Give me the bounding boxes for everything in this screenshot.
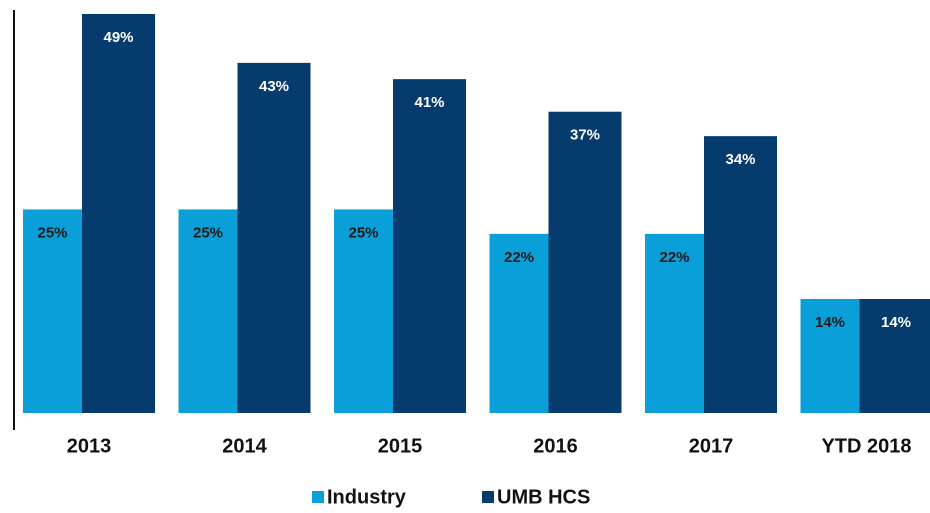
bar (178, 209, 238, 413)
bar (704, 136, 777, 413)
legend-swatch (482, 491, 494, 503)
value-label: 34% (725, 151, 755, 168)
bar (800, 299, 860, 413)
legend-label: UMB HCS (497, 486, 590, 508)
x-tick-label: 2014 (222, 435, 267, 457)
bar (82, 14, 155, 413)
legend-label: Industry (327, 486, 407, 508)
bar (859, 299, 930, 413)
bar (548, 111, 622, 413)
bar (645, 233, 704, 413)
value-label: 14% (815, 314, 845, 331)
value-label: 22% (659, 249, 689, 266)
value-label: 37% (570, 127, 600, 144)
x-tick-label: 2017 (689, 435, 734, 457)
value-label: 41% (414, 94, 444, 111)
x-tick-label: 2016 (533, 435, 578, 457)
value-label: 14% (881, 314, 911, 331)
value-label: 25% (37, 224, 67, 241)
value-label: 49% (103, 29, 133, 46)
bar (237, 62, 311, 413)
value-label: 22% (504, 249, 534, 266)
bar (334, 209, 393, 413)
bar (489, 233, 549, 413)
value-label: 25% (348, 224, 378, 241)
value-label: 25% (193, 224, 223, 241)
x-tick-label: YTD 2018 (821, 435, 911, 457)
bar (23, 209, 82, 413)
x-tick-label: 2013 (67, 435, 112, 457)
value-label: 43% (259, 78, 289, 95)
legend-swatch (312, 491, 324, 503)
bar (393, 79, 466, 414)
x-tick-label: 2015 (378, 435, 423, 457)
